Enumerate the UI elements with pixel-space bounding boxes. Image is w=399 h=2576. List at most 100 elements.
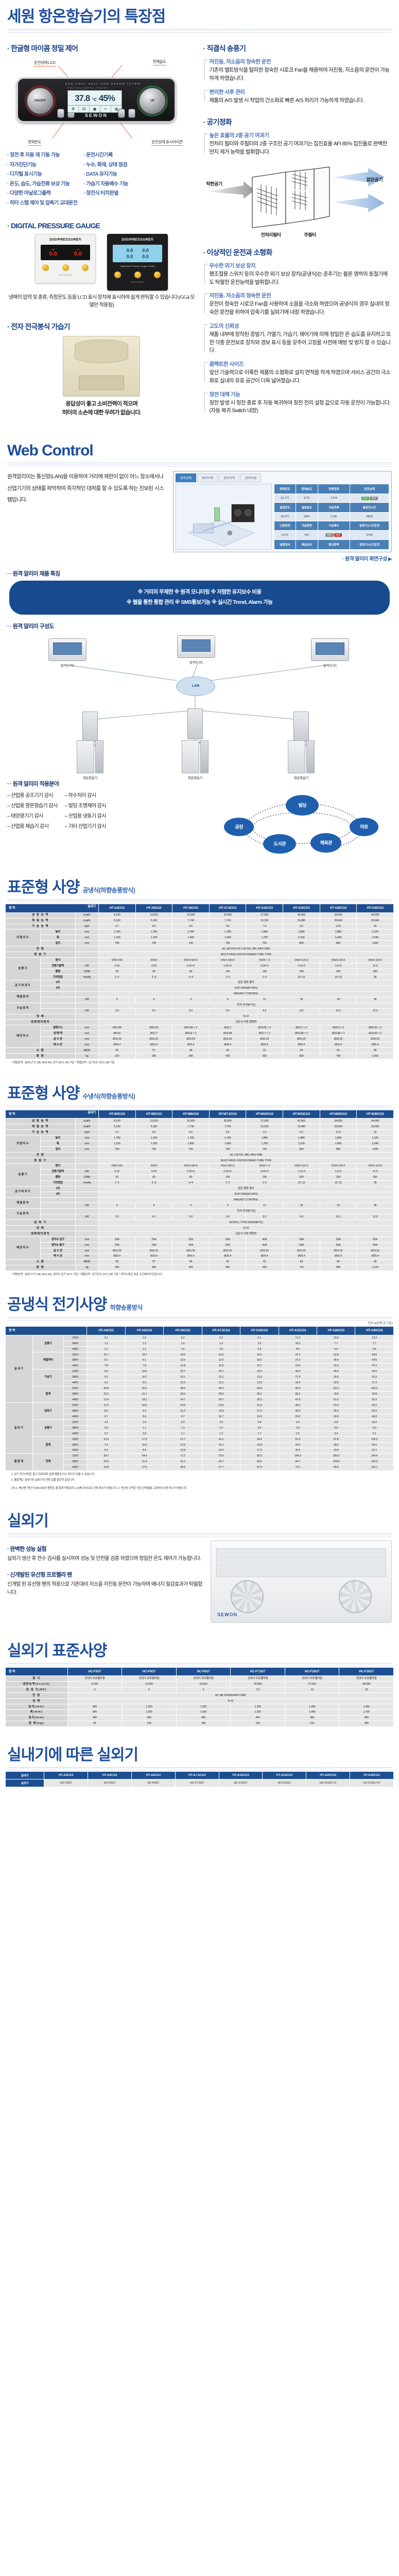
row-label — [40, 1214, 76, 1221]
cell-value: 10,320 — [246, 1124, 284, 1130]
cell-value: 73.1 — [278, 1464, 318, 1471]
tab-device-status[interactable]: 장비상태 — [175, 473, 196, 482]
cell-value: 15.1 — [201, 1442, 241, 1448]
list-item: 하수처리 감시 — [65, 791, 106, 801]
cell-value: 2.9A — [317, 512, 351, 521]
micom-bullets-left: 정전 후 자동 재 기동 가능 자가진단기능 디지털 표시기능 온도, 습도, … — [7, 151, 78, 208]
gauge-black-buttons — [108, 272, 167, 278]
cell-header: 냉방센서 — [273, 539, 297, 550]
cell-value: 2.1 — [86, 1335, 126, 1342]
tab-alarm-history[interactable]: 경보이력 — [219, 473, 240, 482]
cell-header: 전체전류 — [317, 484, 351, 494]
gauge-black-up-button[interactable] — [114, 272, 122, 278]
matching-indoor-model: HT-A20CG3 — [306, 1771, 351, 1780]
cell-value: 1.1 — [163, 1431, 202, 1437]
table-row: 깊이 mm 700 700 700 700 700 800 800 1200 — [6, 1146, 394, 1153]
back-button[interactable] — [118, 109, 125, 118]
cell-span: 전자 전극봉 타입 — [98, 1208, 394, 1215]
table-row: 냉 매 R-22 — [5, 1225, 394, 1232]
cell-value: Ø25.4 — [319, 1253, 357, 1260]
cell-value: 6 — [98, 1202, 136, 1209]
cell-value: 200 — [283, 1174, 320, 1181]
cell-value: 0.8 — [86, 1425, 126, 1432]
cell-value: 18.6 — [125, 1368, 164, 1375]
cell-value: Ø25.4 — [209, 1042, 247, 1048]
cell-value: 10.7 — [125, 1374, 164, 1381]
matching-indoor-model: HT-A30CG3 — [350, 1771, 394, 1780]
model-header: HT-A15CG3 — [278, 1326, 318, 1336]
cell-value: 5 — [122, 1687, 177, 1693]
server-icon — [187, 708, 203, 739]
cell-value: 1,780 — [209, 929, 247, 936]
cell-value: DS#2 2/3×2 — [319, 957, 357, 964]
gauge-black-v1: 0.0 — [126, 248, 133, 253]
elec-group-label: 실외기 — [5, 1402, 33, 1454]
webcontrol-banner: Web Control — [0, 434, 399, 467]
table-row: 가습장치 전자 전극봉 타입 — [5, 1002, 394, 1014]
cell-value: 54.4 — [125, 1453, 164, 1460]
cell-value: 22.7 — [163, 1368, 202, 1375]
cell-value: Ø25.4 — [283, 1042, 320, 1048]
row-label: 폭 — [40, 1141, 76, 1147]
row-unit: kcal/h — [75, 912, 99, 919]
row-label: 증 발 기 — [5, 952, 76, 958]
remote-pc-1-label: 원격지 PC — [60, 664, 75, 668]
tab-control-history[interactable]: 제어이력 — [197, 473, 218, 482]
cell-value: Ø25.4 — [98, 1253, 136, 1260]
table-row: 냉 방 능 력 kcal/h 8,100 13,500 16,500 20,500 27,0… — [5, 1118, 394, 1125]
cell-value: 13.5 — [319, 1129, 357, 1136]
hvac-unit-2: 항온항습기 — [176, 740, 214, 780]
onoff-knob[interactable]: ON/OFF — [26, 87, 54, 115]
matching-table: 실내기 HT-A3CG3 HT-A5CG3 HT-A6CG3 HT-A7.5CG3 HT-… — [5, 1771, 394, 1787]
cell-value: 6.6 — [209, 923, 247, 930]
gauge-screen-black: 0.0 0.0 0.0 0.0 — [113, 245, 163, 262]
table-row: 18.0℃ 50% 2.9A 9620 — [273, 512, 389, 521]
gauge-black-v3: 0.0 — [126, 254, 133, 259]
banner-rule — [7, 28, 392, 33]
gauge-series-black: WPC-SERIES — [131, 281, 144, 283]
setting-button[interactable] — [128, 109, 135, 118]
blower-item-1-head: 저진동, 저소음의 정숙한 운전 — [209, 59, 271, 65]
elec-voltage: 440V — [63, 1447, 88, 1454]
table-row: 재 열 능 력 kcal/h 5,160 5,160 7,740 7,740 10,320 1… — [5, 1124, 394, 1130]
cell-value: 68 — [356, 1259, 394, 1265]
cell-value: 1,100 — [98, 1141, 136, 1147]
cell-value: 13.9 — [240, 1374, 279, 1381]
cell-value: 11.0 — [356, 1168, 394, 1175]
cell-value: 5.0 — [278, 1419, 318, 1426]
gauge-black-row2: 0.0 0.0 — [127, 254, 149, 259]
cell-value: 2.6 — [240, 1346, 279, 1352]
gauge-black-set-button[interactable] — [154, 272, 161, 278]
remote-monitor-screenshot: 장비상태 제어이력 경보이력 장비자료 — [172, 471, 392, 552]
gauge-black-down-button[interactable] — [134, 272, 141, 278]
cell-value: 6.6 — [317, 1346, 356, 1352]
status-button[interactable] — [57, 109, 64, 118]
cell-value: 49.5 — [163, 1385, 202, 1392]
gauge-set-button[interactable] — [82, 264, 89, 271]
row-group-label: 공기여과기 — [5, 979, 41, 992]
cell-value: Ø15.88 — [98, 1025, 136, 1031]
gauge-down-button[interactable] — [62, 264, 69, 271]
outdoor-spec-wrap: 항 목 HC-F3G7 HC-F5G7 HC-F6G7 HC-F7.5G7 HC-F10G… — [0, 1667, 399, 1727]
model-header: HT-A5CG3 — [135, 903, 173, 913]
updown-knob[interactable]: UP — [138, 87, 166, 115]
list-item: DATA 유지기능 — [83, 170, 128, 180]
cell-value: 26.8 — [86, 1385, 126, 1392]
cell-value: 47.2 — [355, 1363, 394, 1369]
table-row: kW 2.0 4.1 5.0 5.0 5.3 6.8 10.1 12.0 — [6, 1214, 394, 1221]
cell-value: 6 — [135, 996, 173, 1003]
cell-value: 1.1 — [86, 1346, 126, 1352]
cell-span: R-22 — [98, 1013, 394, 1020]
cell-value: 66 — [319, 1259, 357, 1265]
cell-value: DS#2 — [135, 957, 173, 964]
tab-device-data[interactable]: 장비자료 — [240, 473, 262, 482]
dehum-icon: ≈ — [100, 106, 111, 112]
features-banner: 세원 항온항습기의 특장점 — [0, 0, 399, 33]
row-label: 폭 — [40, 935, 76, 941]
table-row: 재 열 능 력 kcal/h 5,160 5,160 7,740 7,740 10,320 1… — [5, 918, 394, 924]
row-group-label: 외형치수 — [5, 929, 41, 947]
cell-span: AC 3Ø 220/380/440V 60㎐ — [67, 1692, 394, 1699]
gauge-up-button[interactable] — [42, 264, 49, 271]
cell-value: 6.8 — [317, 1419, 356, 1426]
cell-value: 109.8 — [317, 1459, 356, 1465]
